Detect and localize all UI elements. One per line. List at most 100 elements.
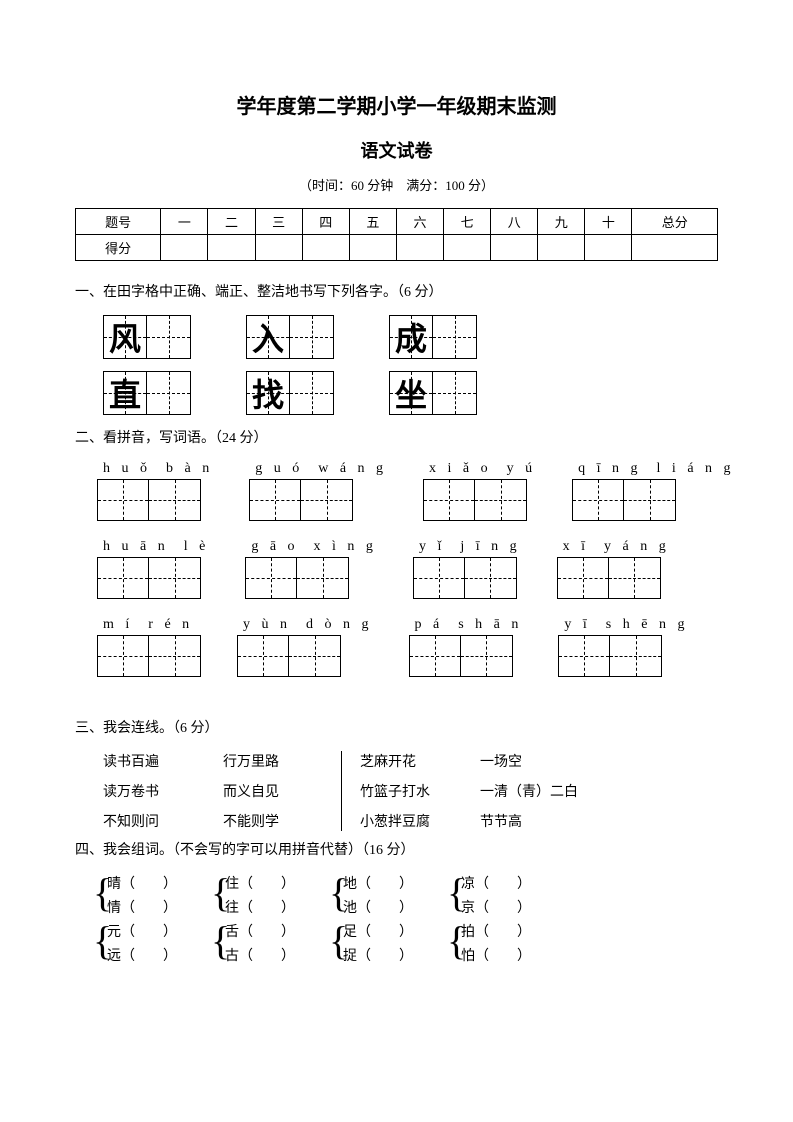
tianzige-blank-cell[interactable] [433, 315, 477, 359]
match-item[interactable]: 竹篮子打水 [360, 781, 480, 801]
score-header-cell: 二 [208, 209, 255, 235]
pinyin-label: q ī n g l i á n g [572, 461, 734, 477]
tianzige-pair: 成 [389, 315, 477, 359]
tianzige-blank-cell[interactable] [290, 315, 334, 359]
compose-word-item[interactable]: 地（ ） [343, 873, 413, 893]
word-cell[interactable] [558, 635, 610, 677]
tianzige-pair: 直 [103, 371, 191, 415]
word-cell[interactable] [237, 635, 289, 677]
compose-word-item[interactable]: 捉（ ） [343, 945, 413, 965]
score-blank-cell[interactable] [491, 235, 538, 261]
tianzige-pair: 风 [103, 315, 191, 359]
score-blank-cell[interactable] [302, 235, 349, 261]
compose-word-item[interactable]: 晴（ ） [107, 873, 177, 893]
score-blank-cell[interactable] [444, 235, 491, 261]
word-cell[interactable] [97, 557, 149, 599]
match-item[interactable]: 读万卷书 [103, 781, 223, 801]
score-header-cell: 三 [255, 209, 302, 235]
word-cell[interactable] [423, 479, 475, 521]
word-cell[interactable] [475, 479, 527, 521]
match-item[interactable]: 行万里路 [223, 751, 333, 771]
brace-icon: { [329, 871, 343, 915]
score-blank-cell[interactable] [349, 235, 396, 261]
match-item[interactable]: 一场空 [480, 751, 630, 771]
compose-word-item[interactable]: 拍（ ） [461, 921, 531, 941]
tianzige-blank-cell[interactable] [147, 315, 191, 359]
pinyin-word-group: h u ā n l è [97, 539, 209, 599]
word-cell[interactable] [624, 479, 676, 521]
word-cell[interactable] [413, 557, 465, 599]
word-cell[interactable] [245, 557, 297, 599]
brace-icon: { [211, 919, 225, 963]
pinyin-label: m í r é n [97, 617, 201, 633]
compose-word-item[interactable]: 足（ ） [343, 921, 413, 941]
word-cell[interactable] [609, 557, 661, 599]
compose-word-item[interactable]: 京（ ） [461, 897, 531, 917]
match-item[interactable]: 不知则问 [103, 811, 223, 831]
tianzige-char-cell: 风 [103, 315, 147, 359]
brace-group: {足（ ）捉（ ） [329, 921, 413, 965]
q4-heading: 四、我会组词。（不会写的字可以用拼音代替）（16 分） [75, 839, 718, 859]
brace-group: {凉（ ） 京（ ） [447, 873, 531, 917]
word-cell[interactable] [409, 635, 461, 677]
compose-word-item[interactable]: 舌（ ） [225, 921, 295, 941]
tianzige-blank-cell[interactable] [290, 371, 334, 415]
score-blank-cell[interactable] [538, 235, 585, 261]
word-cell[interactable] [149, 557, 201, 599]
word-cell[interactable] [97, 479, 149, 521]
compose-word-item[interactable]: 情（ ） [107, 897, 177, 917]
tianzige-pair: 找 [246, 371, 334, 415]
pinyin-word-group: p á s h ā n [409, 617, 523, 677]
score-header-cell: 八 [491, 209, 538, 235]
compose-word-item[interactable]: 往（ ） [225, 897, 295, 917]
match-item[interactable]: 芝麻开花 [360, 751, 480, 771]
score-header-cell: 九 [538, 209, 585, 235]
tianzige-blank-cell[interactable] [147, 371, 191, 415]
pinyin-label: h u ā n l è [97, 539, 209, 555]
word-cell[interactable] [249, 479, 301, 521]
score-blank-cell[interactable] [208, 235, 255, 261]
word-cell[interactable] [301, 479, 353, 521]
compose-word-item[interactable]: 远（ ） [107, 945, 177, 965]
compose-word-item[interactable]: 凉（ ） [461, 873, 531, 893]
word-cell[interactable] [297, 557, 349, 599]
score-blank-cell[interactable] [632, 235, 718, 261]
word-cell[interactable] [289, 635, 341, 677]
score-row-label: 得分 [76, 235, 161, 261]
score-blank-cell[interactable] [585, 235, 632, 261]
tianzige-char-cell: 成 [389, 315, 433, 359]
word-cell[interactable] [149, 635, 201, 677]
brace-icon: { [447, 919, 461, 963]
compose-word-item[interactable]: 住（ ） [225, 873, 295, 893]
compose-word-item[interactable]: 元（ ） [107, 921, 177, 941]
match-item[interactable]: 节节高 [480, 811, 630, 831]
score-table: 题号一二三四五六七八九十总分 得分 [75, 208, 718, 261]
word-cell[interactable] [149, 479, 201, 521]
word-cell[interactable] [610, 635, 662, 677]
word-cell[interactable] [97, 635, 149, 677]
pinyin-word-group: g ā o x ì n g [245, 539, 377, 599]
tianzige-blank-cell[interactable] [433, 371, 477, 415]
pinyin-label: x ī y á n g [557, 539, 670, 555]
word-cell[interactable] [572, 479, 624, 521]
score-blank-cell[interactable] [396, 235, 443, 261]
tianzige-char-cell: 入 [246, 315, 290, 359]
compose-word-item[interactable]: 池（ ） [343, 897, 413, 917]
page-subtitle: 语文试卷 [75, 137, 718, 163]
match-item[interactable]: 读书百遍 [103, 751, 223, 771]
word-cell[interactable] [461, 635, 513, 677]
word-cell[interactable] [465, 557, 517, 599]
match-item[interactable]: 一清（青）二白 [480, 781, 630, 801]
match-item[interactable]: 不能则学 [223, 811, 333, 831]
score-blank-cell[interactable] [161, 235, 208, 261]
match-item[interactable]: 小葱拌豆腐 [360, 811, 480, 831]
score-blank-cell[interactable] [255, 235, 302, 261]
match-item[interactable]: 而义自见 [223, 781, 333, 801]
compose-word-item[interactable]: 怕（ ） [461, 945, 531, 965]
word-cell[interactable] [557, 557, 609, 599]
pinyin-label: y ī s h ē n g [558, 617, 688, 633]
brace-icon: { [447, 871, 461, 915]
test-info: （时间：60 分钟 满分：100 分） [75, 175, 718, 194]
tianzige-char-cell: 直 [103, 371, 147, 415]
compose-word-item[interactable]: 古（ ） [225, 945, 295, 965]
